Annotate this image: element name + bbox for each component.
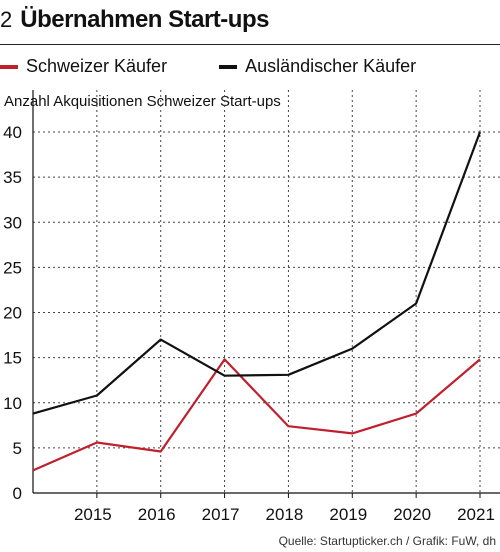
x-tick-label: 2015	[74, 505, 112, 524]
y-tick-label: 25	[3, 258, 22, 277]
legend-swatch-auslaendisch	[219, 64, 238, 69]
legend-swatch-schweizer	[0, 64, 18, 69]
y-axis-label: Anzahl Akquisitionen Schweizer Start-ups	[4, 93, 281, 110]
legend-item-auslaendisch: Ausländischer Käufer	[219, 56, 416, 77]
y-tick-label: 40	[3, 123, 22, 142]
x-tick-label: 2016	[138, 505, 176, 524]
figure-number: 2	[0, 7, 13, 32]
chart-title: Übernahmen Start-ups	[20, 6, 269, 33]
y-tick-label: 35	[3, 168, 22, 187]
title-divider	[0, 44, 500, 45]
legend-item-schweizer: Schweizer Käufer	[0, 56, 167, 77]
series-line-auslaendisch	[32, 131, 482, 415]
y-tick-label: 5	[13, 439, 22, 458]
title-row: 2 Übernahmen Start-ups	[0, 6, 269, 42]
x-tick-label: 2017	[202, 505, 240, 524]
y-tick-label: 20	[3, 304, 22, 323]
x-tick-label: 2021	[457, 505, 495, 524]
x-tick-label: 2018	[266, 505, 304, 524]
y-tick-label: 30	[3, 213, 22, 232]
source-note: Quelle: Startupticker.ch / Grafik: FuW, …	[278, 534, 496, 548]
y-tick-label: 0	[13, 484, 22, 503]
x-tick-label: 2020	[393, 505, 431, 524]
y-tick-label: 15	[3, 349, 22, 368]
legend-label-auslaendisch: Ausländischer Käufer	[245, 56, 417, 76]
x-tick-label: 2019	[329, 505, 367, 524]
y-tick-label: 10	[3, 394, 22, 413]
legend-label-schweizer: Schweizer Käufer	[26, 56, 168, 76]
series-line-schweizer	[32, 358, 481, 472]
legend: Schweizer Käufer Ausländischer Käufer	[0, 56, 468, 77]
